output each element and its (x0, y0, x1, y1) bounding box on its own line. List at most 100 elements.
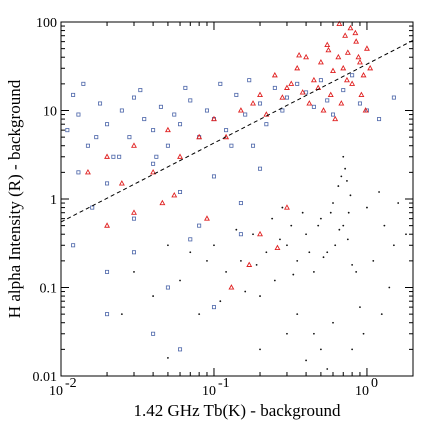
data-point-triangle (279, 94, 286, 100)
data-point-open-square (105, 122, 110, 127)
data-point-open-square (65, 128, 70, 133)
plot-marks (65, 20, 407, 370)
data-point-dot (329, 211, 332, 214)
data-point-dot (286, 244, 288, 247)
data-point-open-square (76, 112, 81, 117)
data-point-dot (383, 224, 386, 227)
data-point-open-square (258, 101, 263, 106)
data-point-triangle (294, 64, 301, 71)
data-point-triangle (320, 107, 327, 113)
data-point-open-square (183, 85, 188, 90)
data-point-dot (206, 259, 208, 262)
axis-ticks (60, 22, 414, 377)
y-axis-title: H alpha Intensity (R) - background (5, 79, 24, 318)
y-tick-label: 1 (50, 193, 57, 208)
data-point-dot (346, 238, 349, 241)
data-point-triangle (104, 153, 111, 159)
data-point-dot (405, 233, 407, 236)
data-point-open-square (158, 104, 163, 109)
data-point-dot (392, 244, 395, 247)
data-point-dot (281, 206, 284, 209)
data-point-dot (286, 332, 288, 335)
data-point-open-square (131, 250, 136, 255)
data-point-open-square (138, 88, 143, 93)
data-point-open-square (218, 81, 223, 86)
data-point-triangle (332, 115, 339, 122)
data-point-triangle (257, 91, 263, 97)
data-point-open-square (71, 243, 76, 248)
data-point-dot (344, 167, 347, 170)
data-point-open-square (204, 108, 209, 113)
data-point-open-square (111, 154, 116, 159)
data-point-dot (255, 264, 258, 266)
data-point-dot (244, 290, 247, 293)
data-point-triangle (284, 84, 290, 90)
data-point-dot (313, 271, 315, 273)
data-point-dot (362, 332, 365, 335)
data-point-triangle (159, 199, 166, 206)
data-point-open-square (154, 154, 159, 159)
data-point-open-square (85, 143, 90, 148)
data-point-open-square (81, 81, 86, 86)
data-point-dot (342, 224, 345, 227)
data-point-dot (380, 313, 383, 316)
data-point-triangle (362, 107, 369, 113)
y-tick-label: 0.1 (40, 282, 58, 297)
data-point-open-square (165, 143, 170, 148)
data-point-dot (279, 238, 281, 241)
data-point-dot (355, 271, 358, 273)
data-point-triangle (204, 215, 210, 221)
x-axis-title: 1.42 GHz Tb(K) - background (134, 401, 341, 420)
x-tick-label: 10 (355, 384, 369, 399)
data-point-dot (326, 251, 329, 254)
data-point-open-square (151, 331, 156, 336)
data-point-dot (326, 368, 329, 370)
data-point-open-square (197, 223, 202, 228)
data-point-open-square (178, 122, 183, 127)
data-point-triangle (338, 100, 345, 106)
data-point-open-square (142, 117, 147, 122)
data-point-dot (296, 259, 299, 262)
data-point-dot (259, 348, 261, 351)
data-point-triangle (150, 169, 157, 175)
data-point-open-square (188, 237, 193, 242)
data-point-open-square (131, 95, 136, 100)
data-point-triangle (228, 284, 235, 290)
data-point-dot (378, 191, 380, 193)
data-point-triangle (84, 169, 91, 175)
x-tick-exponent: -1 (218, 376, 230, 391)
data-point-open-square (71, 92, 76, 97)
data-point-dot (305, 359, 307, 362)
data-point-dot (296, 313, 299, 316)
data-point-open-square (105, 269, 110, 274)
data-point-dot (133, 271, 135, 273)
data-point-open-square (131, 216, 136, 221)
data-point-dot (351, 264, 354, 266)
data-point-dot (120, 313, 123, 316)
data-point-triangle (303, 53, 310, 60)
data-point-open-square (391, 95, 396, 100)
data-point-triangle (164, 126, 171, 133)
data-point-triangle (356, 59, 363, 65)
data-point-triangle (367, 64, 374, 71)
data-point-dot (189, 251, 192, 254)
data-point-dot (308, 251, 311, 254)
data-point-open-square (238, 201, 243, 206)
data-point-triangle (296, 52, 303, 58)
data-point-dot (313, 332, 315, 335)
data-point-triangle (257, 230, 263, 237)
data-point-open-square (105, 312, 110, 317)
data-point-dot (317, 224, 320, 227)
data-point-dot (359, 306, 361, 309)
data-point-triangle (317, 59, 324, 65)
data-point-triangle (360, 71, 367, 78)
data-point-dot (397, 202, 400, 204)
data-point-triangle (342, 32, 349, 38)
data-point-triangle (246, 261, 253, 267)
data-point-triangle (177, 153, 183, 159)
data-point-open-square (98, 101, 103, 106)
data-point-open-square (188, 98, 193, 103)
data-point-dot (225, 271, 227, 273)
data-point-open-square (247, 78, 252, 83)
